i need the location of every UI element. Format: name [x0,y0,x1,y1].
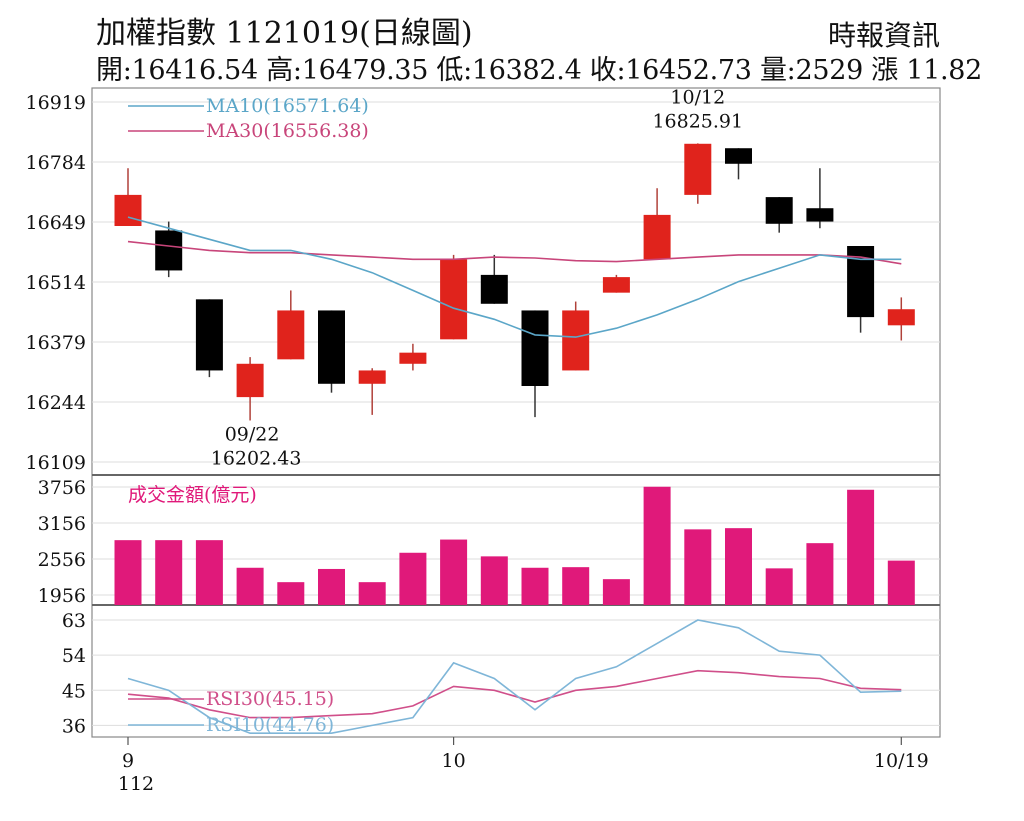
volume-bar [643,486,671,605]
rsi-lines [127,619,902,735]
ohlc-summary: 開:16416.54 高:16479.35 低:16382.4 收:16452.… [96,55,983,86]
y-tick-label: 16649 [26,212,86,234]
volume-bar [195,540,223,605]
y-tick-label: 16109 [26,452,86,474]
candle-down [318,310,345,384]
low-annotation-value: 16202.43 [211,447,302,469]
volume-bar [114,540,142,605]
candle-down [521,310,549,386]
chart-title: 加權指數 1121019(日線圖) [96,16,473,51]
y-tick-label: 1956 [38,585,86,607]
volume-bar [155,540,183,605]
y-tick-label: 3756 [38,477,86,499]
y-tick-label: 45 [62,680,86,702]
panel-frames [91,87,941,738]
volume-bar [684,529,712,605]
high-annotation-value: 16825.91 [652,110,743,132]
moving-average-lines [127,216,902,338]
ma10-line [127,216,902,338]
y-tick-labels: 16919 16784 16649 16514 16379 16244 16109 3756 3… [26,92,86,737]
candle-up [684,143,712,195]
candle-down [480,274,508,304]
volume-bar [358,582,386,605]
y-tick-label: 16379 [26,332,86,354]
volume-title: 成交金額(億元) [128,484,257,506]
candle-down [725,148,752,164]
candle-up [562,310,590,371]
candle-up [236,363,264,398]
y-tick-label: 16244 [26,392,86,414]
x-tick-label: 10 [442,750,466,772]
candle-up [399,352,427,364]
candle-up [358,370,386,384]
candle-up [602,277,630,293]
y-tick-label: 16784 [26,152,86,174]
candle-up [440,259,468,340]
outer-frame [91,87,941,738]
candle-down [806,208,834,222]
y-tick-label: 3156 [38,513,86,535]
candle-up [277,310,305,360]
y-tick-label: 16514 [26,272,86,294]
volume-bar [440,539,468,605]
high-annotation-date: 10/12 [670,86,725,108]
y-tick-label: 2556 [38,549,86,571]
volume-bar [847,489,875,605]
legend-rsi30-label: RSI30(45.15) [206,688,334,710]
volume-bar [887,560,915,605]
candle-up [643,214,671,260]
candle-up [887,309,915,326]
volume-bar [765,568,793,605]
candle-down [195,299,223,371]
volume-bar [602,579,630,605]
volume-bars [114,486,915,605]
volume-bar [480,556,508,605]
x-tick-sublabel: 112 [118,773,154,795]
volume-bar [277,582,305,605]
source-label: 時報資訊 [827,19,940,52]
y-tick-label: 54 [62,645,86,667]
candle-up [114,194,142,226]
volume-bar [725,528,752,605]
legends: MA10(16571.64) MA30(16556.38) 成交金額(億元) RSI3… [128,95,369,736]
volume-bar [236,567,264,605]
rsi30-line [127,669,902,719]
volume-bar [806,543,834,605]
grid-lines [92,101,940,726]
y-tick-label: 36 [62,715,86,737]
y-tick-label: 16919 [26,92,86,114]
low-annotation-date: 09/22 [225,423,280,445]
y-tick-label: 63 [62,610,86,632]
legend-ma30-label: MA30(16556.38) [206,120,369,142]
volume-bar [399,552,427,605]
rsi10-line [127,619,902,735]
volume-bar [521,567,549,605]
x-tick-label: 10/19 [874,750,929,772]
legend-ma10-label: MA10(16571.64) [206,95,369,117]
candle-down [765,197,793,224]
volume-bar [562,567,590,605]
ma30-line [127,240,902,265]
volume-bar [318,568,345,605]
x-tick-label: 9 [122,750,134,772]
candle-down [155,230,183,271]
legend-rsi10-label: RSI10(44.76) [206,714,334,736]
